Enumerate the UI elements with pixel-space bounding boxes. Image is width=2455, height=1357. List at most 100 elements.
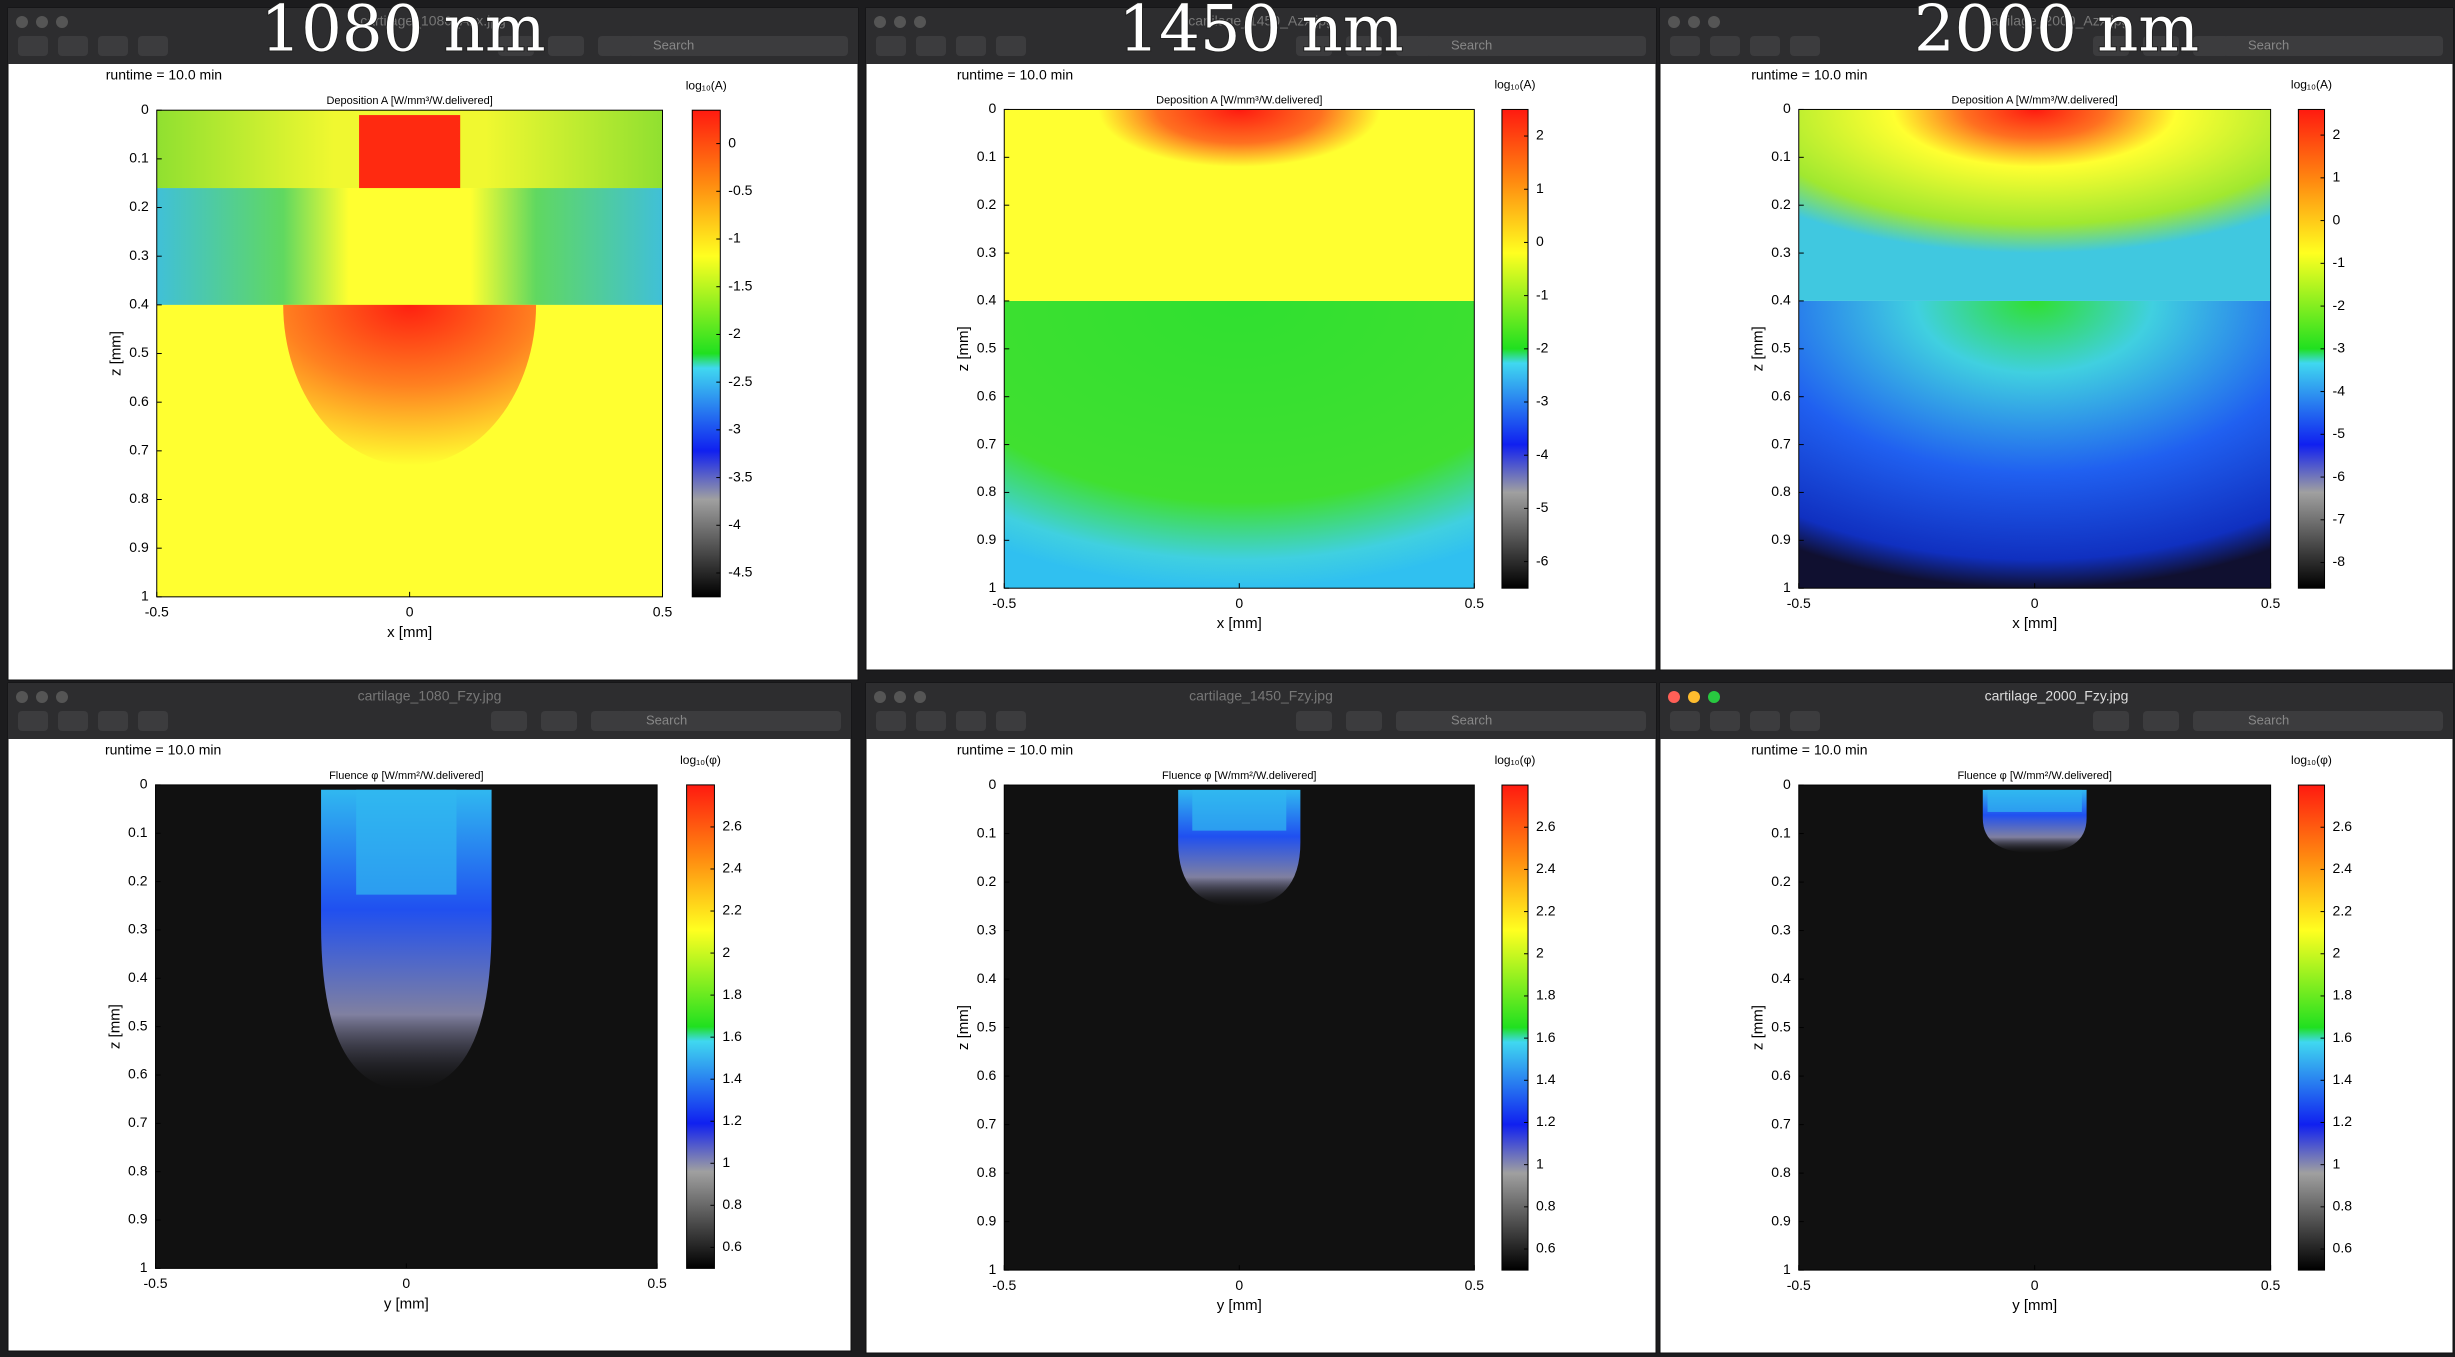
annotate-button[interactable] — [1396, 711, 1432, 731]
zoom-in-button[interactable] — [98, 711, 128, 731]
window-control[interactable] — [16, 691, 28, 703]
colorbar-tick-label: 0.8 — [722, 1196, 742, 1212]
search-field[interactable] — [1426, 711, 1646, 731]
colorbar-tick-label: 0 — [728, 134, 736, 150]
window-control[interactable] — [1688, 691, 1700, 703]
colorbar-tick-label: -5 — [1536, 499, 1549, 515]
colorbar-tick-label: 1.4 — [722, 1070, 742, 1086]
share-button[interactable] — [1790, 36, 1820, 56]
colorbar-tick-label: 0.8 — [1536, 1198, 1556, 1214]
markup-button[interactable] — [491, 711, 527, 731]
window-control[interactable] — [1668, 691, 1680, 703]
window-control[interactable] — [874, 16, 886, 28]
colorbar-tick-label: -1.5 — [728, 277, 752, 293]
window-control[interactable] — [36, 691, 48, 703]
y-tick-label: 0.4 — [977, 970, 997, 986]
window-control[interactable] — [56, 691, 68, 703]
heat-region — [283, 304, 537, 466]
zoom-out-button[interactable] — [1710, 36, 1740, 56]
markup-button[interactable] — [1296, 36, 1332, 56]
heatmap — [155, 784, 658, 1269]
zoom-out-button[interactable] — [916, 711, 946, 731]
search-field[interactable] — [2223, 36, 2443, 56]
x-tick-label: -0.5 — [143, 1275, 167, 1291]
window-control[interactable] — [894, 691, 906, 703]
zoom-in-button[interactable] — [1750, 711, 1780, 731]
sidebar-button[interactable] — [876, 36, 906, 56]
zoom-out-button[interactable] — [58, 711, 88, 731]
window-control[interactable] — [16, 16, 28, 28]
markup-button[interactable] — [498, 36, 534, 56]
window: cartilage_1080_Fzy.jpg Search runtime = 10… — [7, 682, 852, 1352]
share-button[interactable] — [996, 711, 1026, 731]
rotate-button[interactable] — [541, 711, 577, 731]
rotate-button[interactable] — [1346, 711, 1382, 731]
markup-button[interactable] — [2093, 711, 2129, 731]
colorbar-tick-label: -6 — [1536, 552, 1549, 568]
y-tick-label: 0.7 — [1771, 1115, 1791, 1131]
window-control[interactable] — [36, 16, 48, 28]
y-tick-label: 0.6 — [1771, 1067, 1791, 1083]
zoom-out-button[interactable] — [1710, 711, 1740, 731]
window-control[interactable] — [1668, 16, 1680, 28]
y-tick-label: 0.9 — [977, 531, 997, 547]
colorbar-tick-label: -3 — [2333, 340, 2346, 356]
window-control[interactable] — [874, 691, 886, 703]
sidebar-button[interactable] — [1670, 711, 1700, 731]
rotate-button[interactable] — [2143, 711, 2179, 731]
sidebar-button[interactable] — [18, 711, 48, 731]
window-control[interactable] — [1708, 691, 1720, 703]
zoom-out-button[interactable] — [916, 36, 946, 56]
rotate-button[interactable] — [2143, 36, 2179, 56]
annotate-button[interactable] — [591, 711, 627, 731]
x-axis-label: y [mm] — [1217, 1297, 1262, 1314]
sidebar-button[interactable] — [18, 36, 48, 56]
search-field[interactable] — [628, 36, 848, 56]
sidebar-button[interactable] — [1670, 36, 1700, 56]
window-control[interactable] — [914, 16, 926, 28]
rotate-button[interactable] — [548, 36, 584, 56]
share-button[interactable] — [996, 36, 1026, 56]
y-tick-label: 0.5 — [1771, 340, 1791, 356]
zoom-in-button[interactable] — [1750, 36, 1780, 56]
x-tick-label: 0.5 — [653, 604, 673, 620]
zoom-out-button[interactable] — [58, 36, 88, 56]
window-control[interactable] — [914, 691, 926, 703]
x-axis-label: x [mm] — [387, 624, 432, 641]
search-field[interactable] — [2223, 711, 2443, 731]
markup-button[interactable] — [1296, 711, 1332, 731]
search-placeholder: Search — [653, 37, 694, 52]
annotate-button[interactable] — [1396, 36, 1432, 56]
y-tick-label: 0 — [141, 101, 149, 117]
share-button[interactable] — [138, 36, 168, 56]
zoom-in-button[interactable] — [98, 36, 128, 56]
y-tick-label: 0 — [988, 776, 996, 792]
y-tick-label: 0.6 — [128, 1066, 148, 1082]
search-field[interactable] — [621, 711, 841, 731]
y-tick-label: 0.2 — [1771, 873, 1791, 889]
markup-button[interactable] — [2093, 36, 2129, 56]
window-control[interactable] — [56, 16, 68, 28]
heat-region — [356, 789, 457, 895]
share-button[interactable] — [1790, 711, 1820, 731]
window-control[interactable] — [894, 16, 906, 28]
rotate-button[interactable] — [1346, 36, 1382, 56]
share-button[interactable] — [138, 711, 168, 731]
annotate-button[interactable] — [2193, 36, 2229, 56]
y-tick-label: 0.7 — [129, 442, 149, 458]
search-field[interactable] — [1426, 36, 1646, 56]
colorbar-tick-label: -3 — [728, 421, 741, 437]
colorbar-tick-label: 1.2 — [2333, 1113, 2353, 1129]
zoom-in-button[interactable] — [956, 711, 986, 731]
colorbar-tick-label: -0.5 — [728, 182, 752, 198]
window-control[interactable] — [1708, 16, 1720, 28]
sidebar-button[interactable] — [876, 711, 906, 731]
annotate-button[interactable] — [2193, 711, 2229, 731]
zoom-in-button[interactable] — [956, 36, 986, 56]
annotate-button[interactable] — [598, 36, 634, 56]
y-tick-label: 0.8 — [128, 1162, 148, 1178]
colorbar-tick-label: 1.6 — [722, 1028, 742, 1044]
plot-title: Deposition A [W/mm³/W.delivered] — [326, 95, 492, 107]
window-control[interactable] — [1688, 16, 1700, 28]
colorbar-tick-label: -3 — [1536, 393, 1549, 409]
